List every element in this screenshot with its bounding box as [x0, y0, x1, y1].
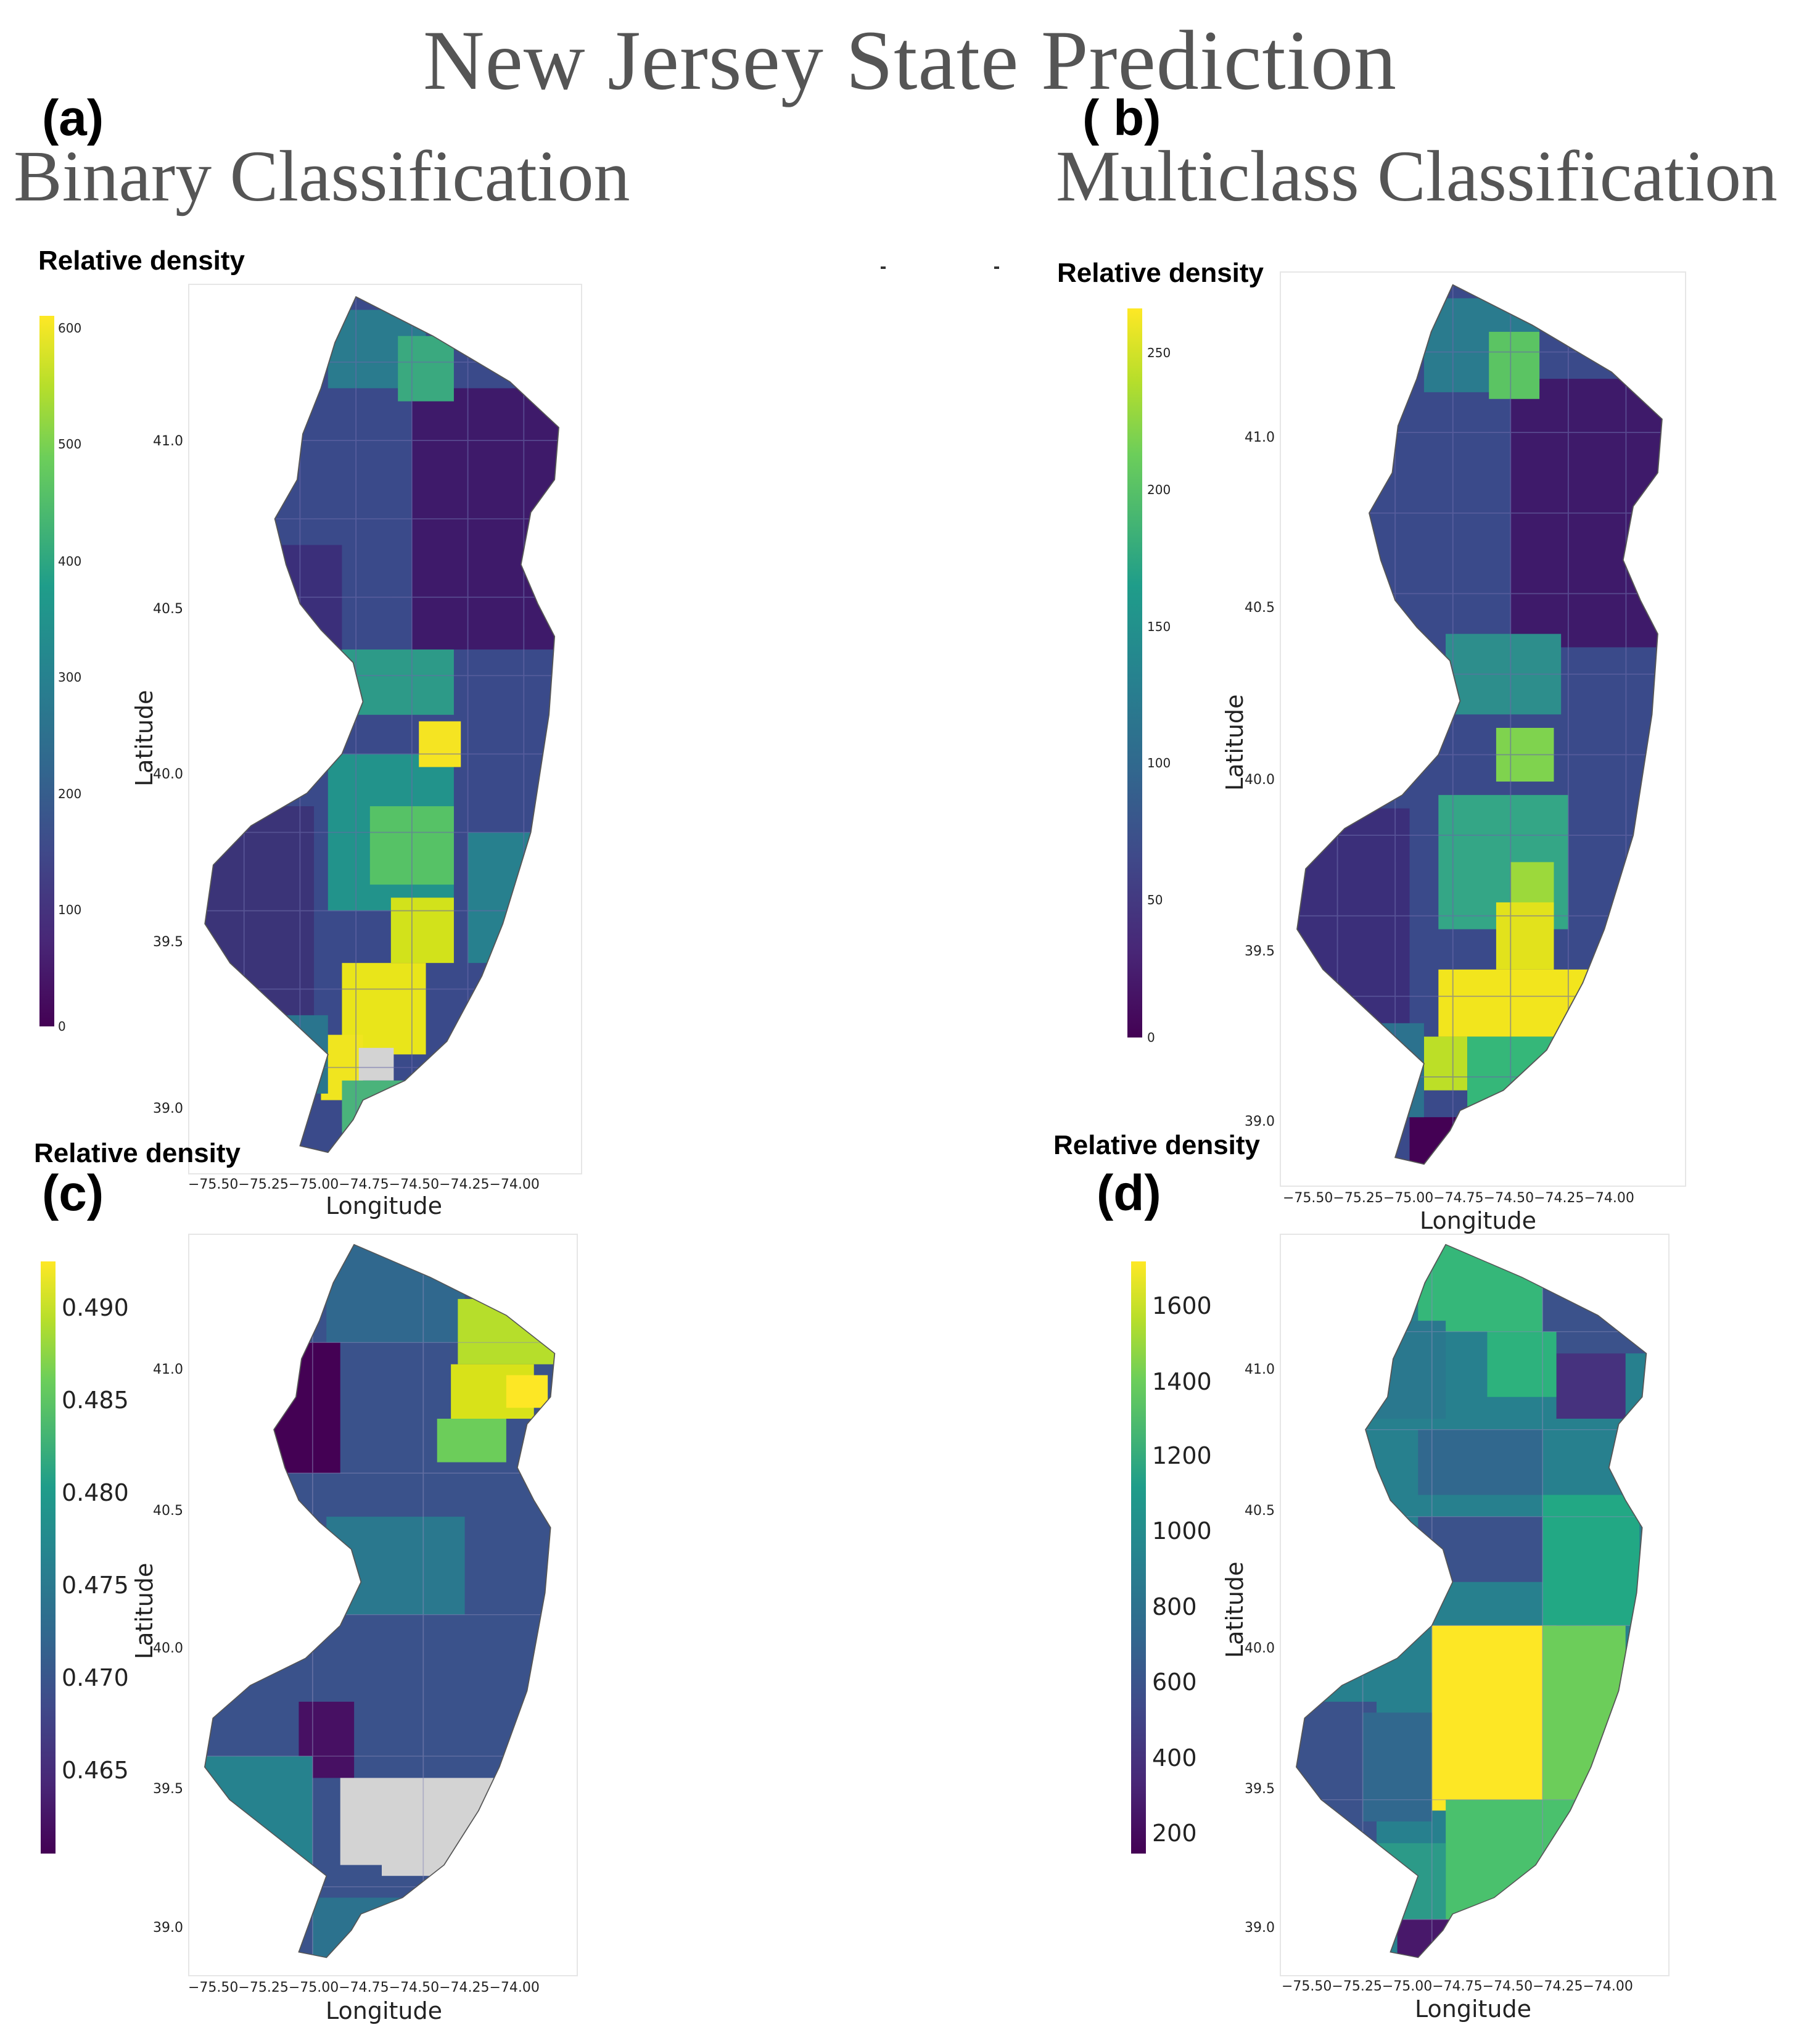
cb-tick: 150 — [1147, 619, 1171, 634]
cb-tick: 250 — [1147, 345, 1171, 360]
cb-tick: 0.480 — [62, 1479, 129, 1506]
lat-tick: 39.0 — [1245, 1920, 1275, 1936]
cb-tick: 1200 — [1152, 1442, 1212, 1469]
lat-tick: 39.0 — [153, 1101, 183, 1116]
stray-mark — [881, 266, 886, 269]
panel-c-xlabel: Longitude — [326, 1997, 442, 2024]
lat-tick: 40.5 — [153, 1503, 183, 1519]
cb-tick: 100 — [1147, 756, 1171, 770]
panel-a-subtitle: Binary Classification — [14, 136, 630, 217]
panel-a-map — [204, 296, 560, 1153]
cb-tick: 600 — [1152, 1669, 1197, 1696]
panel-a-xlabel: Longitude — [326, 1192, 442, 1219]
lat-tick: 40.5 — [1245, 600, 1275, 616]
lat-tick: 39.5 — [153, 1781, 183, 1797]
panel-b-ylabel: Latitude — [1221, 694, 1248, 791]
panel-c-letter: (c) — [42, 1165, 104, 1221]
panel-d-colorbar-title: Relative density — [1053, 1130, 1261, 1160]
panel-d-colorbar — [1131, 1261, 1146, 1854]
cb-tick: 0.475 — [62, 1572, 129, 1599]
panel-a-letter: (a) — [42, 90, 104, 146]
cb-tick: 400 — [58, 554, 82, 569]
cb-tick: 0.485 — [62, 1387, 129, 1414]
cb-tick: 800 — [1152, 1593, 1197, 1620]
lat-tick: 41.0 — [1245, 1362, 1275, 1377]
cb-tick: 500 — [58, 437, 82, 452]
cb-tick: 200 — [58, 786, 82, 801]
lat-tick: 40.0 — [153, 767, 183, 782]
cb-tick: 50 — [1147, 893, 1163, 907]
panel-b-letter: ( b) — [1082, 90, 1161, 146]
cb-tick: 0 — [1147, 1030, 1155, 1045]
panel-b-lon-ticks: −75.50−75.25−75.00−74.75−74.50−74.25−74.… — [1283, 1190, 1634, 1206]
panel-c-map — [204, 1244, 556, 1958]
cb-tick: 0.490 — [62, 1294, 129, 1321]
cb-tick: 300 — [58, 670, 82, 685]
panel-c-colorbar — [41, 1261, 56, 1854]
cb-tick: 1600 — [1152, 1292, 1212, 1319]
panel-b-colorbar-title: Relative density — [1057, 258, 1264, 288]
panel-a-ylabel: Latitude — [131, 690, 158, 786]
cb-tick: 0.470 — [62, 1664, 129, 1691]
cb-tick: 0 — [58, 1019, 66, 1034]
cb-tick: 100 — [58, 902, 82, 917]
panel-d-letter: (d) — [1097, 1165, 1161, 1221]
cb-tick: 600 — [58, 321, 82, 336]
panel-c-colorbar-title: Relative density — [34, 1138, 241, 1168]
lat-tick: 39.5 — [1245, 944, 1275, 959]
lat-tick: 39.5 — [153, 934, 183, 950]
lat-tick: 39.0 — [153, 1920, 183, 1936]
panel-b-map — [1296, 284, 1663, 1165]
panel-d-xlabel: Longitude — [1415, 1995, 1531, 2023]
lat-tick: 41.0 — [153, 434, 183, 449]
lat-tick: 40.0 — [1245, 772, 1275, 788]
panel-b-colorbar — [1127, 308, 1142, 1038]
panel-c-lon-ticks: −75.50−75.25−75.00−74.75−74.50−74.25−74.… — [188, 1980, 540, 1995]
panel-b-subtitle: Multiclass Classification — [1056, 136, 1778, 217]
lat-tick: 40.0 — [1245, 1641, 1275, 1656]
cb-tick: 0.465 — [62, 1757, 129, 1784]
panel-d-ylabel: Latitude — [1221, 1561, 1248, 1658]
lat-tick: 41.0 — [1245, 430, 1275, 445]
panel-a-colorbar — [39, 316, 54, 1026]
panel-b-xlabel: Longitude — [1420, 1207, 1536, 1234]
cb-tick: 200 — [1147, 482, 1171, 497]
lat-tick: 41.0 — [153, 1362, 183, 1377]
cb-tick: 1400 — [1152, 1368, 1212, 1395]
stray-mark — [994, 266, 999, 269]
panel-d-lon-ticks: −75.50−75.25−75.00−74.75−74.50−74.25−74.… — [1282, 1979, 1633, 1994]
cb-tick: 1000 — [1152, 1517, 1212, 1545]
lat-tick: 39.0 — [1245, 1114, 1275, 1129]
panel-d-map — [1295, 1244, 1647, 1958]
lat-tick: 40.5 — [153, 601, 183, 617]
panel-a-lon-ticks: −75.50−75.25−75.00−74.75−74.50−74.25−74.… — [188, 1177, 540, 1192]
cb-tick: 200 — [1152, 1820, 1197, 1847]
lat-tick: 40.0 — [153, 1641, 183, 1656]
panel-a-colorbar-title: Relative density — [38, 245, 245, 276]
lat-tick: 39.5 — [1245, 1781, 1275, 1797]
figure-title: New Jersey State Prediction — [422, 13, 1398, 107]
cb-tick: 400 — [1152, 1744, 1197, 1772]
panel-c-ylabel: Latitude — [131, 1562, 158, 1659]
lat-tick: 40.5 — [1245, 1503, 1275, 1519]
